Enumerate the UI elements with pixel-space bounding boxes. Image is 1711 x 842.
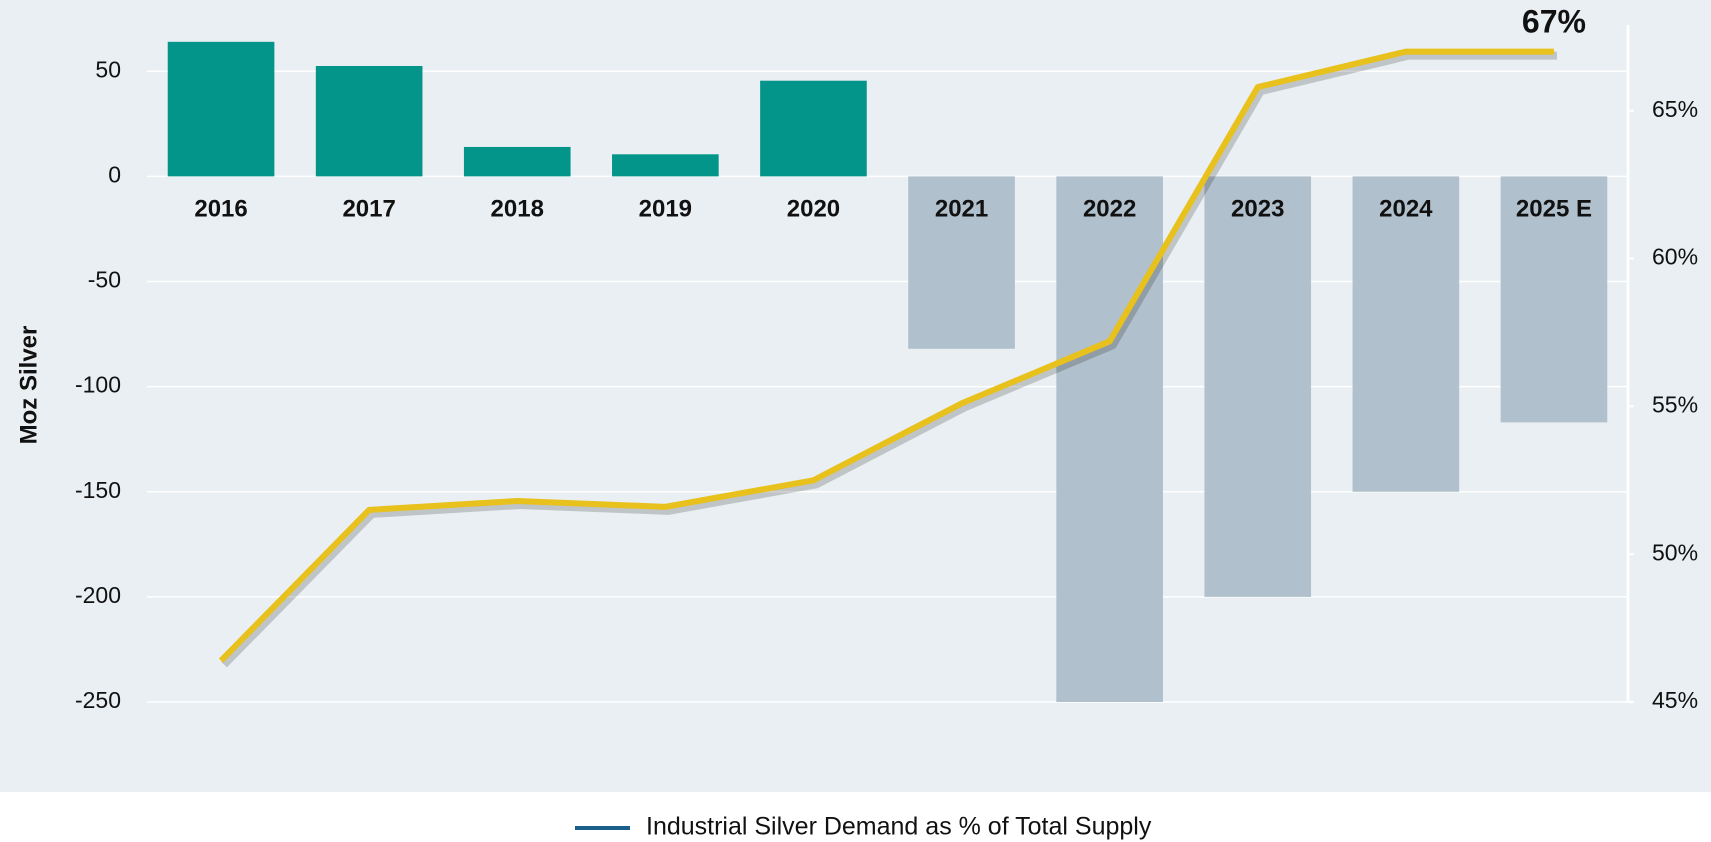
x-tick-label: 2024 (1379, 196, 1433, 223)
y2-tick-label: 60% (1652, 244, 1698, 270)
line (218, 48, 1554, 663)
y2-tick-label: 45% (1652, 687, 1698, 713)
x-tick-label: 2017 (342, 196, 395, 223)
x-tick-label: 2018 (491, 196, 544, 223)
x-tick-label: 2025 E (1516, 196, 1592, 223)
y-axis-label: Moz Silver (15, 326, 42, 445)
y2-tick-label: 65% (1652, 96, 1698, 122)
bar (1352, 176, 1460, 492)
bar (167, 41, 275, 177)
y-tick-label: 50 (95, 56, 121, 82)
bar (463, 146, 571, 177)
y-tick-label: -100 (75, 372, 121, 398)
y2-tick-label: 50% (1652, 539, 1698, 565)
annotation: 67% (1522, 3, 1586, 39)
x-tick-label: 2023 (1231, 196, 1284, 223)
bar (1056, 176, 1163, 702)
bar (908, 176, 1015, 349)
y-tick-label: -200 (75, 582, 121, 608)
y-tick-label: -250 (75, 687, 121, 713)
bar (1204, 176, 1312, 597)
bar (1500, 176, 1608, 423)
x-tick-label: 2021 (935, 196, 988, 223)
bar (760, 80, 867, 177)
legend-label: Industrial Silver Demand as % of Total S… (646, 813, 1152, 841)
x-tick-label: 2020 (787, 196, 840, 223)
x-tick-label: 2019 (639, 196, 692, 223)
y-tick-label: 0 (108, 161, 121, 187)
y-tick-label: -150 (75, 477, 121, 503)
bar (315, 65, 423, 177)
y-tick-label: -50 (88, 267, 121, 293)
x-tick-label: 2016 (194, 196, 247, 223)
y2-tick-label: 55% (1652, 391, 1698, 417)
bar (612, 154, 719, 177)
line-shadow (221, 51, 1557, 668)
x-tick-label: 2022 (1083, 196, 1136, 223)
